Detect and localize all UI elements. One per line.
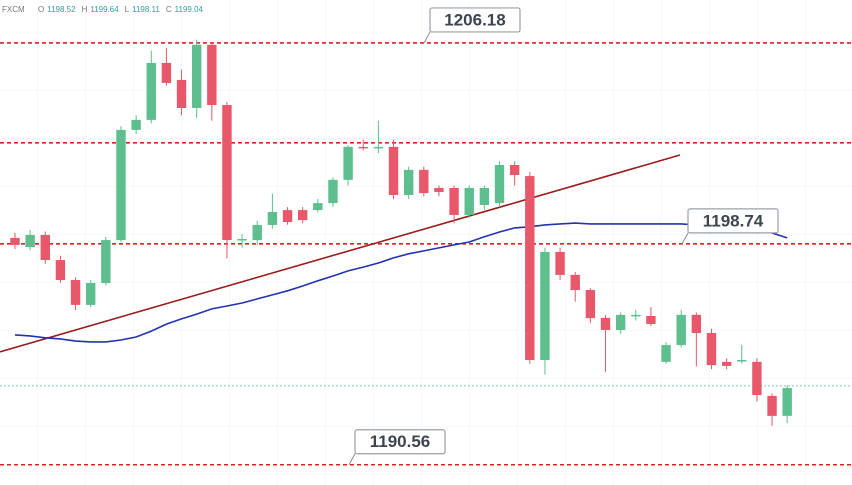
candles-layer [10,39,792,426]
candle-body [615,314,626,330]
candle-body [509,164,520,175]
level-label-box [429,7,521,33]
label-leader [348,453,356,465]
label-leader [681,232,689,245]
candle-body [388,146,399,195]
candle-body [767,395,777,416]
candle-body [297,210,308,221]
candle-body [207,44,217,106]
candle-body [449,187,459,215]
candle-body [540,251,550,360]
level-label: 1190.56 [370,432,431,451]
candle-body [434,187,444,193]
candle-body [40,234,50,261]
candle-body [161,62,172,83]
candle-body [222,105,232,241]
candle-body [782,388,792,416]
header-value: 1199.64 [90,5,119,14]
header-key: O [38,5,44,14]
candle-body [737,359,747,362]
candle-body [70,280,81,305]
candle-body [191,44,202,109]
candle-body [282,210,293,222]
candle-body [464,187,474,215]
candle-body [328,179,338,204]
candle-body [237,238,247,241]
header-value: 1199.04 [175,5,204,14]
candle-body [86,283,96,305]
candle-body [706,332,717,366]
candle-body [403,169,414,195]
candle-body [25,234,35,248]
candle-body [691,314,702,333]
level-label: 1206.18 [444,10,505,29]
candle-body [419,169,429,194]
candle-body [752,361,762,396]
header-key: H [82,5,88,14]
candle-body [600,317,611,330]
labels-layer: 1206.18 1198.74 1190.56 [348,7,779,465]
candle-body [313,203,323,211]
candle-body [343,146,353,180]
trendline [0,154,681,353]
header-key: L [125,5,130,14]
moving-average [14,222,788,343]
candle-body [494,164,505,204]
candle-body [585,290,596,319]
header-value: 1198.52 [47,5,76,14]
header-value: 1198.11 [132,5,160,14]
candle-body [10,237,20,245]
candle-body [676,314,686,346]
candle-body [267,211,278,225]
candle-body [631,314,641,317]
candle-body [358,146,368,149]
level-label: 1198.74 [703,211,764,230]
candle-body [661,345,671,362]
level-label-box [687,208,779,234]
candle-body [116,129,126,241]
candle-body [146,62,156,120]
candle-body [176,79,187,109]
header-key: C [166,5,172,14]
candle-body [101,240,111,284]
candle-body [570,274,580,291]
candle-body [646,315,656,325]
lines-layer [0,42,852,466]
level-label-box [354,429,446,455]
candle-body [252,224,262,241]
candle-body [525,176,535,360]
candle-body [131,119,141,130]
candle-body [721,361,732,366]
source-label: FXCM [2,5,25,14]
header: FXCM O 1198.52 H 1199.64 L 1198.11 C 1199.04 [2,5,204,14]
candle-body [555,251,565,275]
label-leader [423,31,431,44]
candle-body [479,187,490,205]
candle-body [373,146,384,149]
candle-body [55,260,66,281]
